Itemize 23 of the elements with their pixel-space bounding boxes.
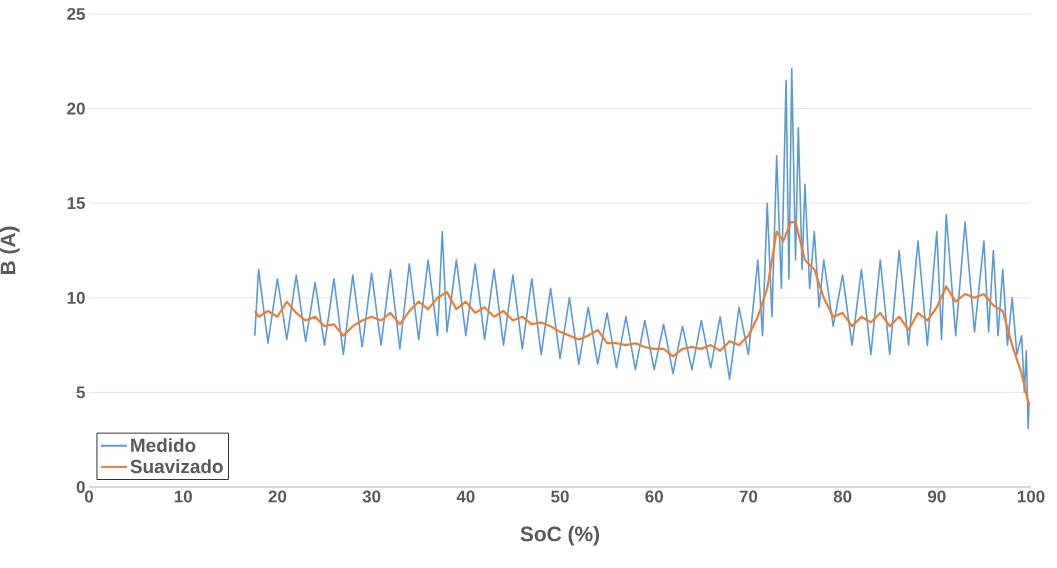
- x-tick-label: 100: [1017, 490, 1045, 503]
- x-tick-label: 50: [551, 490, 569, 503]
- line-series: [253, 221, 1031, 407]
- x-tick-label: 70: [739, 490, 758, 503]
- y-tick-label: 20: [67, 102, 85, 115]
- legend-label: Medido: [131, 438, 196, 453]
- legend-label: Suavizado: [130, 459, 223, 474]
- x-tick-label: 0: [84, 490, 94, 503]
- y-tick-label: 10: [67, 291, 85, 304]
- x-tick-label: 30: [362, 490, 381, 503]
- x-tick-label: 20: [268, 490, 287, 503]
- x-tick-label: 90: [927, 490, 946, 503]
- y-axis-title: B (A): [0, 226, 20, 275]
- y-tick-label: 5: [76, 386, 86, 399]
- y-tick-label: 25: [67, 8, 86, 20]
- x-tick-label: 60: [645, 490, 663, 503]
- y-tick-label: 15: [67, 197, 86, 210]
- x-tick-label: 10: [174, 490, 192, 503]
- x-axis-title: SoC (%): [520, 526, 600, 546]
- y-tick-label: 0: [76, 481, 85, 493]
- x-tick-label: 80: [833, 490, 852, 503]
- line-series: [253, 68, 1030, 430]
- x-tick-label: 40: [456, 490, 475, 503]
